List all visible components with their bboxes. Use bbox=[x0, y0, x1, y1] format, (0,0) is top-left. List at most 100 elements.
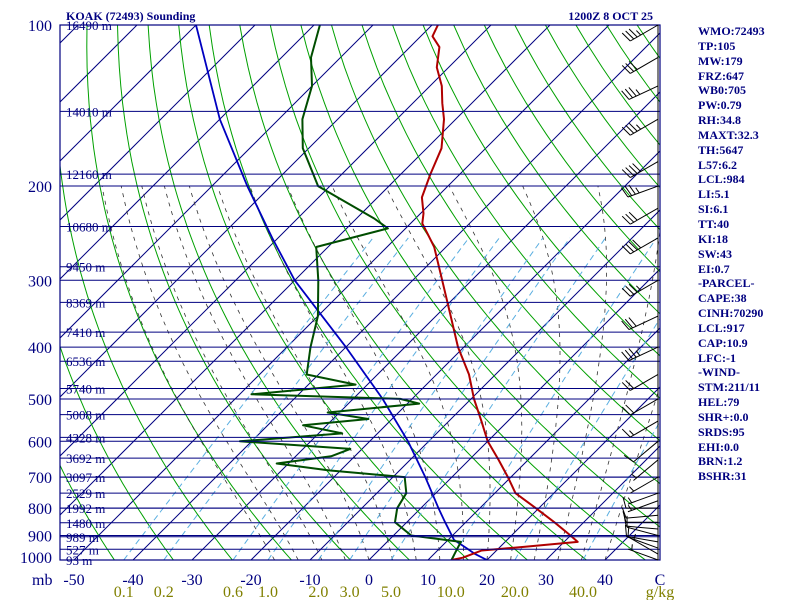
wind-barb-half-feather bbox=[635, 350, 641, 356]
wind-barb-feather bbox=[624, 318, 634, 329]
temperature-tick-label: -20 bbox=[240, 572, 261, 589]
wind-barb-half-feather bbox=[629, 430, 635, 436]
pressure-tick-label: 600 bbox=[28, 434, 52, 451]
background-grid bbox=[0, 25, 660, 560]
moist-adiabat-line bbox=[164, 185, 346, 560]
wind-barb-feather bbox=[624, 186, 633, 196]
sounding-index: CAPE:38 bbox=[698, 291, 747, 306]
pressure-tick-label: 400 bbox=[28, 340, 52, 357]
isotherm-line bbox=[60, 25, 256, 221]
mixing-ratio-tick-label: 20.0 bbox=[501, 584, 529, 600]
height-label: 10680 m bbox=[66, 219, 112, 234]
height-label: 4328 m bbox=[66, 430, 105, 445]
sounding-index: -WIND- bbox=[698, 365, 740, 380]
wind-barb-feather bbox=[628, 87, 637, 97]
wind-barb-half-feather bbox=[631, 473, 637, 479]
wind-barb-staff bbox=[630, 161, 659, 179]
sounding-index: CAP:10.9 bbox=[698, 335, 748, 350]
mixing-ratio-tick-label: 10.0 bbox=[437, 584, 465, 600]
temperature-tick-label: 0 bbox=[365, 572, 373, 589]
isotherm-line bbox=[309, 209, 660, 560]
wind-barb bbox=[621, 420, 659, 438]
temperature-tick-label: C bbox=[655, 572, 666, 589]
wind-barb-feather bbox=[628, 28, 638, 38]
wind-barb-feather bbox=[625, 63, 635, 72]
pressure-tick-label: 700 bbox=[28, 470, 52, 487]
chart-title: KOAK (72493) Sounding bbox=[66, 9, 195, 23]
height-label: 5008 m bbox=[66, 408, 105, 423]
wind-barb-feather bbox=[624, 349, 634, 360]
temperature-tick-label: -10 bbox=[299, 572, 320, 589]
height-label: 93 m bbox=[66, 553, 92, 568]
wind-barb-feather bbox=[628, 283, 638, 293]
sounding-index: CINH:70290 bbox=[698, 306, 764, 321]
mixing-ratio-tick-label: 1.0 bbox=[258, 584, 278, 600]
wind-barb-staff bbox=[628, 346, 659, 362]
isotherm-line bbox=[0, 25, 19, 560]
temperature-tick-label: 10 bbox=[420, 572, 436, 589]
isotherm-line bbox=[60, 25, 197, 162]
wind-barb-half-feather bbox=[631, 544, 633, 551]
sounding-index: LCL:917 bbox=[698, 320, 745, 335]
sounding-index: HEL:79 bbox=[698, 395, 740, 410]
mixing-ratio-tick-label: g/kg bbox=[646, 584, 674, 600]
wind-barb bbox=[621, 237, 659, 255]
dry-adiabat-line bbox=[147, 25, 410, 560]
sounding-index: MAXT:32.3 bbox=[698, 127, 759, 142]
moist-adiabat-line bbox=[249, 185, 417, 560]
wind-barb-staff bbox=[628, 315, 659, 331]
sounding-index: PW:0.79 bbox=[698, 98, 742, 113]
moist-adiabat-line bbox=[141, 186, 323, 560]
wind-barb-feather bbox=[624, 524, 627, 537]
height-label: 14010 m bbox=[66, 104, 112, 119]
sounding-index: BSHR:31 bbox=[698, 469, 747, 484]
height-label: 9450 m bbox=[66, 260, 105, 275]
wind-barb-half-feather bbox=[627, 497, 633, 504]
sounding-index: RH:34.8 bbox=[698, 113, 741, 128]
sounding-index: MW:179 bbox=[698, 53, 743, 68]
wind-barb-feather bbox=[621, 169, 631, 178]
wind-barb-feather bbox=[628, 348, 637, 358]
sounding-index: EI:0.7 bbox=[698, 261, 730, 276]
isotherm-line bbox=[60, 25, 551, 516]
wind-barb-staff bbox=[626, 525, 659, 530]
mixing-ratio-line bbox=[582, 420, 660, 560]
wind-barb-staff bbox=[630, 476, 659, 494]
dry-adiabat-line bbox=[178, 25, 469, 560]
wind-barb bbox=[621, 346, 659, 362]
sounding-index: FRZ:647 bbox=[698, 68, 744, 83]
mixing-ratio-tick-label: 5.0 bbox=[381, 584, 401, 600]
dry-adiabat-line bbox=[60, 161, 233, 560]
wind-barb-feather bbox=[622, 497, 627, 509]
isotherm-line bbox=[132, 32, 660, 560]
mixing-ratio-tick-label: 3.0 bbox=[340, 584, 360, 600]
sounding-index: LCL:984 bbox=[698, 172, 745, 187]
wind-barb bbox=[621, 279, 659, 297]
height-label: 5740 m bbox=[66, 381, 105, 396]
pressure-tick-label: 100 bbox=[28, 18, 52, 35]
moist-adiabat-line bbox=[557, 186, 607, 560]
sounding-index: WB0:705 bbox=[698, 83, 746, 98]
wind-barb-staff bbox=[627, 492, 659, 505]
wind-barb-staff bbox=[633, 459, 659, 481]
wind-barb-staff bbox=[630, 118, 659, 136]
wind-barb-feather bbox=[621, 382, 631, 391]
wind-barb-feather bbox=[621, 428, 631, 438]
dewpoint-profile-line bbox=[238, 25, 462, 560]
wind-barb-feather bbox=[621, 126, 631, 136]
height-label: 2529 m bbox=[66, 486, 105, 501]
wind-barb-feather bbox=[621, 32, 631, 42]
wind-barb-staff bbox=[628, 85, 659, 100]
wind-barb-feather bbox=[624, 88, 634, 99]
wind-barbs bbox=[620, 24, 659, 561]
pressure-tick-label: 500 bbox=[28, 392, 52, 409]
wind-barb bbox=[624, 524, 659, 543]
height-label: 3692 m bbox=[66, 451, 105, 466]
isotherm-line bbox=[60, 25, 492, 457]
wind-barb-feather bbox=[625, 213, 635, 223]
temperature-tick-label: 40 bbox=[597, 572, 613, 589]
wind-barb bbox=[621, 374, 659, 391]
mixing-ratio-tick-label: 2.0 bbox=[308, 584, 328, 600]
wind-barb bbox=[629, 476, 659, 494]
dry-adiabat-line bbox=[117, 25, 351, 560]
